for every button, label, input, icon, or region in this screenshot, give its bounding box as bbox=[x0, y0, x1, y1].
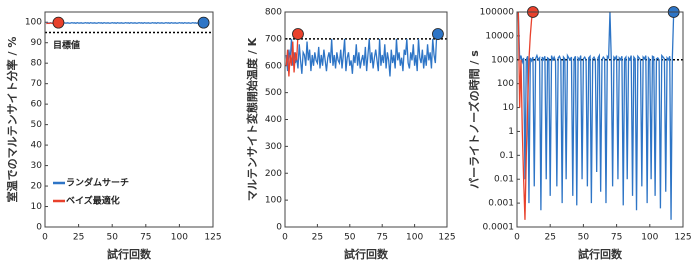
y-tick-label: 100 bbox=[265, 196, 282, 206]
x-axis-title: 試行回数 bbox=[107, 247, 152, 261]
y-tick-label: 0.01 bbox=[494, 175, 514, 185]
legend-label: ランダムサーチ bbox=[66, 177, 129, 189]
x-tick-label: 75 bbox=[611, 233, 622, 243]
y-tick-label: 600 bbox=[265, 61, 282, 71]
x-tick-label: 0 bbox=[282, 233, 288, 243]
y-axis-title: マルテンサイト変態開始温度 / K bbox=[245, 37, 259, 201]
target-label: 目標値 bbox=[53, 39, 80, 51]
plot-frame bbox=[44, 11, 214, 228]
y-axis-title: パーライトノーズの時間 / s bbox=[467, 50, 481, 189]
y-tick-label: 0.0001 bbox=[483, 223, 515, 233]
y-tick-label: 40 bbox=[31, 141, 43, 151]
x-tick-label: 0 bbox=[42, 233, 48, 243]
y-tick-label: 10 bbox=[503, 103, 515, 113]
y-tick-label: 200 bbox=[265, 169, 282, 179]
x-axis-title: 試行回数 bbox=[344, 247, 389, 261]
series-line bbox=[285, 34, 299, 77]
series-line bbox=[46, 21, 204, 24]
x-tick-label: 50 bbox=[106, 233, 118, 243]
x-tick-label: 125 bbox=[204, 233, 221, 243]
series-line bbox=[517, 11, 675, 220]
end-marker bbox=[52, 16, 65, 29]
panel: 0.0001 0.001 0.01 0.1 1 10 100 1000 10000 100000 0… bbox=[467, 6, 692, 261]
series-line bbox=[285, 33, 439, 77]
y-tick-label: 1000 bbox=[491, 55, 514, 65]
x-tick-label: 125 bbox=[674, 233, 691, 243]
y-tick-label: 0 bbox=[36, 223, 42, 233]
y-tick-label: 70 bbox=[31, 79, 43, 89]
x-tick-label: 50 bbox=[578, 233, 590, 243]
panel: 0 10 20 30 40 50 60 70 80 90 100 0 25 50 75 100 125 試行回数 室… bbox=[5, 11, 222, 261]
y-axis-title: 室温でのマルテンサイト分率 / % bbox=[5, 37, 19, 203]
x-tick-label: 25 bbox=[73, 233, 84, 243]
y-tick-label: 80 bbox=[31, 59, 43, 69]
y-tick-label: 100 bbox=[497, 79, 514, 89]
y-tick-label: 500 bbox=[265, 88, 282, 98]
x-tick-label: 25 bbox=[312, 233, 323, 243]
y-tick-label: 60 bbox=[31, 100, 43, 110]
x-tick-label: 100 bbox=[171, 233, 188, 243]
end-marker bbox=[432, 28, 444, 40]
y-tick-label: 90 bbox=[31, 38, 43, 48]
y-tick-label: 10000 bbox=[485, 31, 514, 41]
y-tick-label: 0.1 bbox=[500, 151, 514, 161]
end-marker bbox=[292, 28, 304, 40]
y-tick-label: 400 bbox=[265, 115, 282, 125]
y-tick-label: 100000 bbox=[480, 8, 515, 18]
x-tick-label: 100 bbox=[406, 233, 423, 243]
y-tick-label: 300 bbox=[265, 142, 282, 152]
series-line bbox=[517, 11, 534, 220]
y-tick-label: 0 bbox=[276, 223, 282, 233]
y-tick-label: 100 bbox=[25, 18, 42, 28]
x-axis-title: 試行回数 bbox=[578, 247, 623, 261]
y-tick-label: 10 bbox=[31, 202, 43, 212]
x-tick-label: 75 bbox=[376, 233, 387, 243]
x-tick-label: 100 bbox=[641, 233, 658, 243]
y-tick-label: 50 bbox=[31, 120, 43, 130]
plot-frame bbox=[284, 11, 448, 228]
y-tick-label: 0.001 bbox=[488, 199, 514, 209]
y-tick-label: 1 bbox=[508, 127, 514, 137]
plot-frame bbox=[516, 11, 684, 228]
legend-label: ベイズ最適化 bbox=[66, 195, 120, 207]
y-tick-label: 700 bbox=[265, 34, 282, 44]
x-tick-label: 50 bbox=[344, 233, 356, 243]
y-tick-label: 30 bbox=[31, 161, 43, 171]
x-tick-label: 0 bbox=[514, 233, 520, 243]
end-marker bbox=[197, 16, 210, 29]
y-tick-label: 20 bbox=[31, 182, 43, 192]
y-tick-label: 800 bbox=[265, 8, 282, 18]
x-tick-label: 25 bbox=[544, 233, 555, 243]
x-tick-label: 125 bbox=[438, 233, 455, 243]
panel: 0 100 200 300 400 500 600 700 800 0 25 50 75 100 125 試行… bbox=[245, 8, 456, 262]
x-tick-label: 75 bbox=[140, 233, 151, 243]
